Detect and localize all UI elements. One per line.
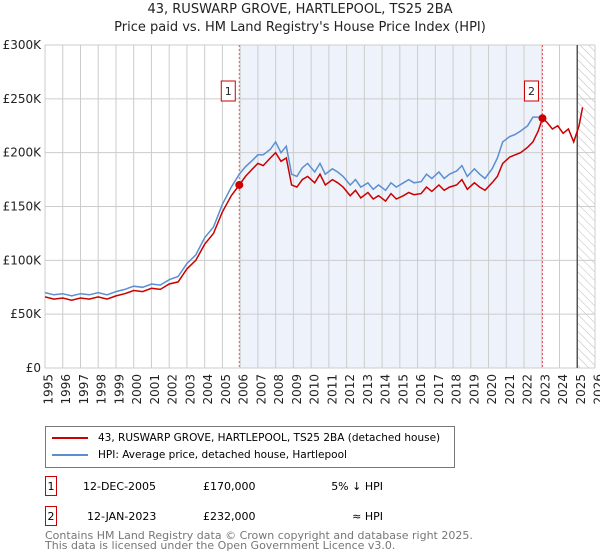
x-tick-label: 2025 [574, 374, 588, 405]
y-tick-label: £300K [3, 38, 43, 52]
x-tick-label: 2020 [485, 374, 499, 405]
legend-blue-label: HPI: Average price, detached house, Hart… [98, 449, 347, 461]
x-tick-label: 1998 [95, 374, 109, 405]
x-tick-label: 2018 [450, 374, 464, 405]
sale-price: £170,000 [203, 479, 256, 493]
x-tick-label: 2012 [343, 374, 357, 405]
sale-marker-box [220, 80, 236, 102]
x-tick-label: 2008 [272, 374, 286, 405]
sale-marker-label: 2 [528, 85, 535, 98]
x-tick-label: 2007 [254, 374, 268, 405]
footer-line-2: This data is licensed under the Open Gov… [45, 539, 396, 552]
sale-date: 12-JAN-2023 [87, 509, 157, 523]
chart-subtitle: Price paid vs. HM Land Registry's House … [114, 20, 486, 35]
y-tick-label: £250K [3, 92, 43, 106]
x-tick-label: 1999 [112, 374, 126, 405]
x-tick-label: 2001 [148, 374, 162, 405]
sale-row-1: 1 12-DEC-2005 £170,000 5% ↓ HPI [45, 476, 383, 496]
x-tick-label: 2011 [325, 374, 339, 405]
x-tick-label: 2010 [308, 374, 322, 405]
footer: Contains HM Land Registry data © Crown c… [45, 529, 473, 552]
sale-point [235, 180, 244, 189]
legend: 43, RUSWARP GROVE, HARTLEPOOL, TS25 2BA … [45, 426, 455, 468]
sale-hpi-relation: 5% ↓ HPI [331, 479, 383, 493]
x-tick-label: 2019 [467, 374, 481, 405]
chart-title: 43, RUSWARP GROVE, HARTLEPOOL, TS25 2BA [147, 2, 453, 17]
x-tick-label: 2026 [592, 374, 600, 405]
y-tick-label: £0 [26, 361, 41, 375]
legend-blue-swatch [52, 454, 88, 456]
x-tick-label: 2014 [379, 374, 393, 405]
y-tick-label: £150K [3, 200, 43, 214]
sale-marker-box [523, 80, 539, 102]
sale-row-2: 2 12-JAN-2023 £232,000 ≈ HPI [45, 506, 383, 526]
x-tick-label: 2023 [538, 374, 552, 405]
x-tick-label: 2000 [130, 374, 144, 405]
x-tick-label: 2017 [432, 374, 446, 405]
x-tick-label: 2015 [396, 374, 410, 405]
y-tick-label: £200K [3, 146, 43, 160]
x-tick-label: 2016 [414, 374, 428, 405]
x-tick-label: 1997 [77, 374, 91, 405]
y-tick-label: £50K [10, 307, 42, 321]
x-tick-label: 2009 [290, 374, 304, 405]
x-tick-label: 2024 [556, 374, 570, 405]
footer-line-1: Contains HM Land Registry data © Crown c… [45, 529, 473, 542]
x-tick-label: 2003 [183, 374, 197, 405]
sale-badge: 1 [45, 476, 57, 496]
x-tick-label: 2004 [201, 374, 215, 405]
legend-red-label: 43, RUSWARP GROVE, HARTLEPOOL, TS25 2BA … [98, 432, 441, 444]
sale-date: 12-DEC-2005 [83, 479, 157, 493]
x-tick-label: 1996 [59, 374, 73, 405]
sale-point [538, 114, 547, 123]
y-tick-label: £100K [3, 253, 43, 267]
x-tick-label: 2021 [503, 374, 517, 405]
line-chart: 1995 1996 1997 1998 1999 2000 2001 2002 2003 2004… [3, 38, 600, 405]
legend-red-swatch [52, 437, 88, 439]
x-tick-label: 1995 [42, 374, 56, 405]
x-tick-label: 2006 [237, 374, 251, 405]
sale-badge: 2 [45, 506, 57, 526]
hpi-line [44, 116, 543, 297]
x-tick-label: 2005 [219, 374, 233, 405]
sale-hpi-relation: ≈ HPI [352, 509, 383, 523]
x-tick-label: 2002 [166, 374, 180, 405]
x-tick-label: 2013 [361, 374, 375, 405]
sale-marker-label: 1 [225, 85, 232, 98]
price-paid-line [44, 107, 584, 301]
sale-price: £232,000 [203, 509, 256, 523]
x-tick-label: 2022 [521, 374, 535, 405]
